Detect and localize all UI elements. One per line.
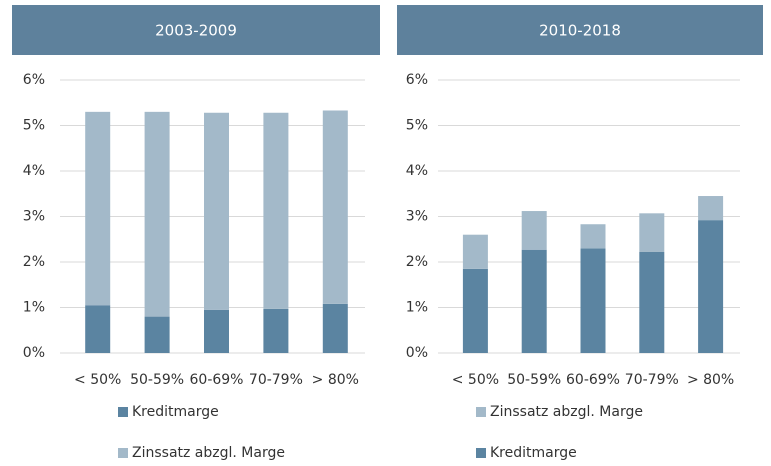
- y-tick-label: 6%: [23, 72, 45, 88]
- bar-segment: [204, 309, 229, 353]
- bar-segment: [85, 305, 111, 353]
- legend-swatch: [118, 407, 128, 417]
- y-tick-label: 1%: [406, 300, 428, 316]
- x-tick-label: > 80%: [687, 372, 734, 388]
- bar-segment: [462, 234, 488, 269]
- x-tick-label: > 80%: [312, 372, 359, 388]
- bar-segment: [263, 112, 289, 309]
- bar-segment: [639, 251, 665, 353]
- y-tick-label: 3%: [23, 209, 45, 225]
- x-tick-label: 60-69%: [566, 372, 620, 388]
- x-tick-label: < 50%: [74, 372, 121, 388]
- y-tick-label: 4%: [23, 163, 45, 179]
- y-tick-label: 2%: [23, 254, 45, 270]
- bar-segment: [580, 224, 606, 249]
- bar-segment: [85, 111, 111, 306]
- chart-title: 2010-2018: [539, 22, 621, 40]
- bar-segment: [322, 303, 348, 353]
- legend-swatch: [476, 407, 486, 417]
- bar-segment: [580, 248, 606, 353]
- chart-title: 2003-2009: [155, 22, 237, 40]
- legend-label: Kreditmarge: [490, 445, 577, 461]
- bar-segment: [322, 110, 348, 304]
- bar-segment: [698, 220, 724, 353]
- y-tick-label: 6%: [406, 72, 428, 88]
- x-tick-label: < 50%: [452, 372, 499, 388]
- y-tick-label: 3%: [406, 209, 428, 225]
- x-tick-label: 70-79%: [625, 372, 679, 388]
- y-tick-label: 0%: [23, 345, 45, 361]
- bar-segment: [263, 308, 289, 353]
- bar-segment: [698, 196, 724, 221]
- y-tick-label: 5%: [406, 118, 428, 134]
- bar-segment: [462, 268, 488, 353]
- y-tick-label: 5%: [23, 118, 45, 134]
- y-tick-label: 4%: [406, 163, 428, 179]
- legend-label: Kreditmarge: [132, 404, 219, 420]
- y-tick-label: 0%: [406, 345, 428, 361]
- bar-segment: [204, 112, 229, 310]
- x-tick-label: 50-59%: [507, 372, 561, 388]
- bar-segment: [144, 111, 170, 317]
- x-tick-label: 70-79%: [249, 372, 303, 388]
- header-left: [12, 5, 380, 55]
- legend-label: Zinssatz abzgl. Marge: [132, 445, 285, 461]
- bar-segment: [521, 249, 547, 353]
- bar-segment: [144, 316, 170, 353]
- bar-segment: [521, 211, 547, 250]
- bar-segment: [639, 213, 665, 252]
- header-right: [397, 5, 763, 55]
- legend-swatch: [118, 448, 128, 458]
- y-tick-label: 1%: [23, 300, 45, 316]
- legend-swatch: [476, 448, 486, 458]
- x-tick-label: 60-69%: [190, 372, 244, 388]
- x-tick-label: 50-59%: [130, 372, 184, 388]
- y-tick-label: 2%: [406, 254, 428, 270]
- legend-label: Zinssatz abzgl. Marge: [490, 404, 643, 420]
